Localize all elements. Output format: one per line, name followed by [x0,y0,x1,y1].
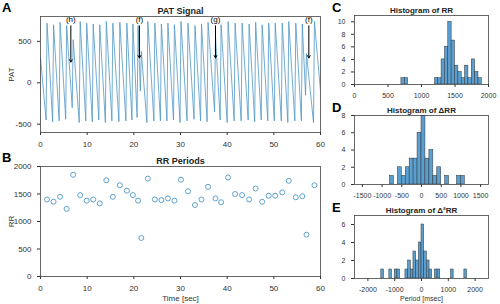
svg-text:30: 30 [176,284,185,293]
svg-text:Histogram of RR: Histogram of RR [390,6,453,15]
html-text:C: C [332,0,342,15]
svg-text:Histogram of Δ²RR: Histogram of Δ²RR [386,206,458,215]
svg-text:6: 6 [342,129,346,136]
svg-text:(f): (f) [135,15,144,25]
svg-text:1000: 1000 [441,286,457,293]
svg-text:PAT Signal: PAT Signal [157,6,203,16]
svg-text:0: 0 [38,284,43,293]
svg-text:8: 8 [342,31,346,38]
svg-text:0: 0 [342,81,346,88]
svg-text:10: 10 [338,18,346,25]
svg-text:-500: -500 [15,120,32,129]
svg-text:0: 0 [420,286,424,293]
svg-text:10: 10 [83,140,92,149]
svg-text:Time [sec]: Time [sec] [162,294,199,303]
svg-text:20: 20 [129,140,138,149]
svg-text:-1000: -1000 [386,286,404,293]
svg-text:1000: 1000 [14,217,32,226]
svg-text:4: 4 [342,56,346,63]
html-text:A: A [2,0,12,15]
svg-text:50: 50 [269,284,278,293]
svg-text:-2000: -2000 [359,286,377,293]
svg-text:(h): (h) [65,15,76,25]
svg-text:50: 50 [269,140,278,149]
svg-text:0: 0 [27,78,32,87]
svg-text:0: 0 [353,92,357,99]
svg-text:6: 6 [342,43,346,50]
svg-text:1000: 1000 [414,92,430,99]
svg-text:500: 500 [435,192,447,199]
svg-text:6: 6 [342,221,346,228]
svg-text:0: 0 [342,181,346,188]
svg-text:4: 4 [342,146,346,153]
svg-text:500: 500 [382,92,394,99]
svg-text:Histogram of ΔRR: Histogram of ΔRR [387,106,456,115]
svg-text:30: 30 [176,140,185,149]
svg-text:500: 500 [18,245,32,254]
svg-text:RR Periods: RR Periods [156,156,205,166]
svg-text:20: 20 [129,284,138,293]
svg-text:1000: 1000 [453,192,469,199]
html-text:E: E [332,200,341,215]
svg-text:-1000: -1000 [373,192,391,199]
svg-text:10: 10 [83,284,92,293]
svg-text:-1500: -1500 [353,192,371,199]
svg-text:2000: 2000 [14,162,32,171]
svg-text:0: 0 [342,275,346,282]
svg-text:2: 2 [342,68,346,75]
svg-text:2000: 2000 [481,92,497,99]
svg-text:500: 500 [18,37,32,46]
svg-text:8: 8 [342,112,346,119]
svg-text:0: 0 [420,192,424,199]
svg-text:2000: 2000 [467,286,483,293]
svg-text:(f): (f) [305,15,313,25]
svg-text:0: 0 [27,272,32,281]
svg-text:Period [msec]: Period [msec] [400,295,443,303]
html-text:B: B [2,150,12,165]
svg-text:40: 40 [223,140,232,149]
svg-text:2: 2 [342,163,346,170]
svg-text:RR: RR [7,216,16,228]
svg-text:1500: 1500 [473,192,489,199]
svg-text:4: 4 [342,239,346,246]
svg-text:40: 40 [223,284,232,293]
svg-text:(g): (g) [210,15,221,25]
html-text:D: D [332,100,342,115]
svg-text:PAT: PAT [7,67,16,81]
svg-text:-500: -500 [395,192,409,199]
svg-text:1500: 1500 [447,92,463,99]
svg-text:0: 0 [38,140,43,149]
svg-text:2: 2 [342,257,346,264]
svg-text:60: 60 [316,140,325,149]
svg-text:60: 60 [316,284,325,293]
svg-text:1500: 1500 [14,190,32,199]
